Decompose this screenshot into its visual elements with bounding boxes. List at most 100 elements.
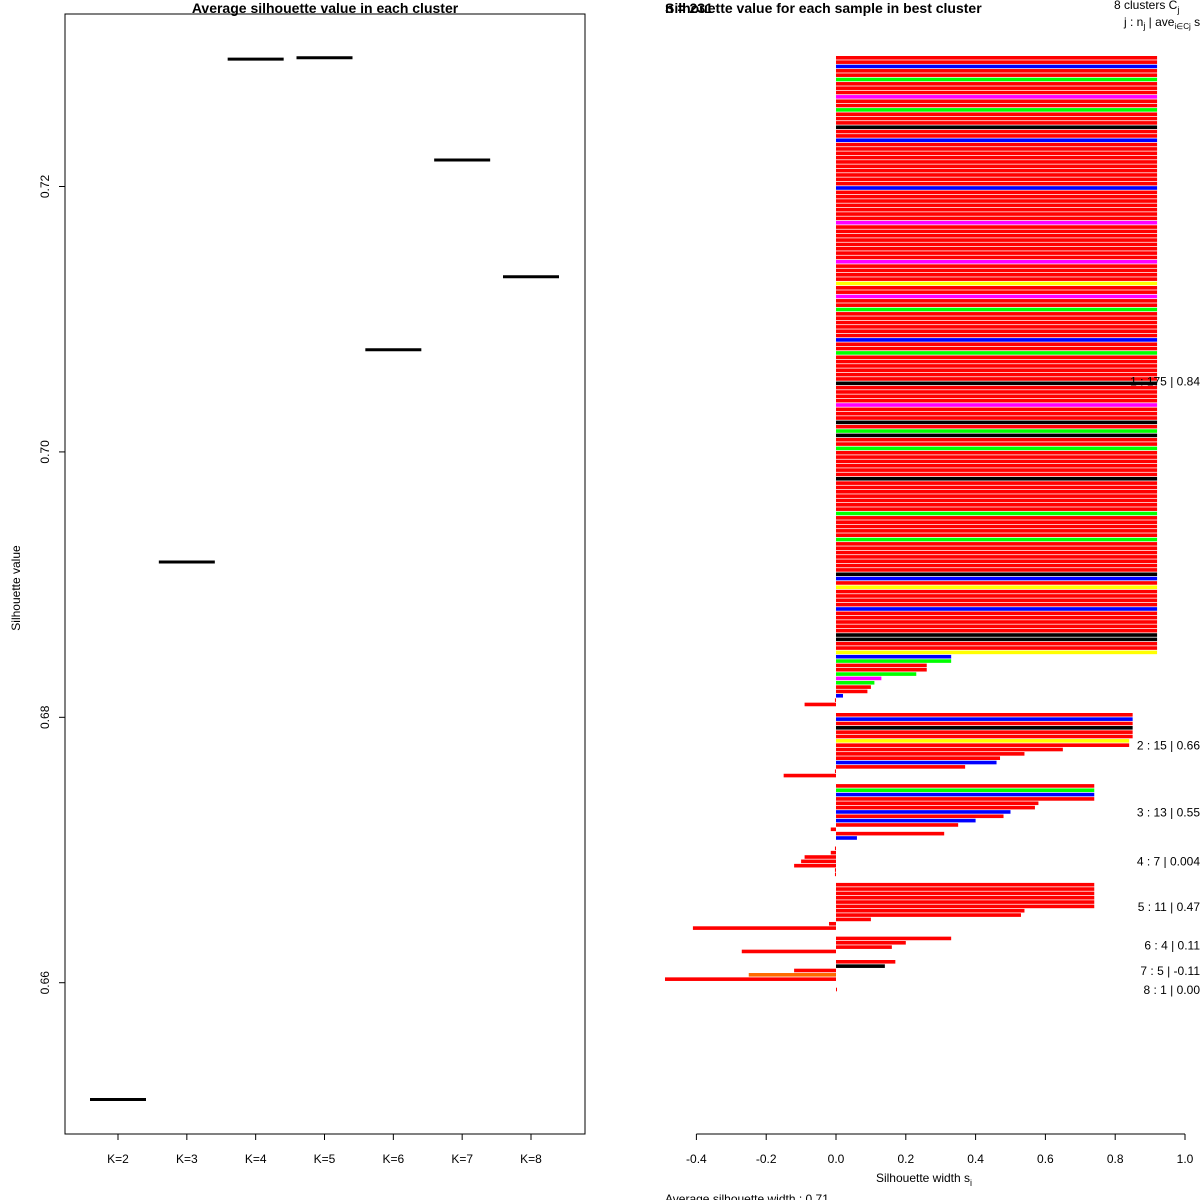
silhouette-bar xyxy=(836,437,1158,442)
silhouette-bar xyxy=(836,338,1158,342)
silhouette-bar xyxy=(836,64,1158,69)
silhouette-bar xyxy=(836,294,1158,299)
silhouette-bar xyxy=(836,398,1158,403)
silhouette-bar xyxy=(836,86,1158,90)
silhouette-bar xyxy=(836,680,875,685)
silhouette-bar xyxy=(836,533,1158,537)
left-x-tick-label: K=6 xyxy=(382,1152,404,1166)
silhouette-bar xyxy=(836,121,1158,125)
silhouette-bar xyxy=(836,108,1158,112)
silhouette-bar xyxy=(836,908,1025,913)
right-header-line2: j : nj | avei∈Cj s xyxy=(1123,15,1200,31)
silhouette-bar xyxy=(836,194,1158,199)
silhouette-bar xyxy=(836,887,1095,891)
right-header-line2-end: s xyxy=(1191,15,1200,29)
silhouette-bar xyxy=(836,468,1158,472)
silhouette-bar xyxy=(836,264,1158,268)
silhouette-bar xyxy=(836,801,1039,806)
silhouette-bar xyxy=(836,913,1021,917)
silhouette-bar xyxy=(836,823,959,827)
silhouette-bar xyxy=(836,529,1158,533)
silhouette-bar xyxy=(836,416,1158,420)
silhouette-bar xyxy=(836,818,976,823)
silhouette-bar xyxy=(836,95,1158,99)
left-x-tick-label: K=7 xyxy=(451,1152,473,1166)
silhouette-bar xyxy=(836,142,1158,147)
silhouette-bar xyxy=(836,69,1158,73)
silhouette-bar xyxy=(804,855,836,859)
silhouette-bar xyxy=(836,476,1158,481)
silhouette-bar xyxy=(836,116,1158,121)
right-header-line2-sub: j xyxy=(1142,21,1145,31)
silhouette-bar xyxy=(836,743,1130,747)
silhouette-bar xyxy=(836,134,1158,138)
silhouette-bar xyxy=(836,752,1025,756)
silhouette-bar xyxy=(836,325,1158,329)
silhouette-bar xyxy=(836,546,1158,551)
silhouette-bar xyxy=(836,882,1095,887)
silhouette-bar xyxy=(836,455,1158,459)
silhouette-bar xyxy=(804,702,836,707)
silhouette-bar xyxy=(836,559,1158,564)
silhouette-bar xyxy=(836,90,1158,95)
right-chart: n = 231 Silhouette value for each sample… xyxy=(664,0,1200,1200)
silhouette-bar xyxy=(836,917,871,922)
silhouette-bar xyxy=(836,756,1001,760)
silhouette-bar xyxy=(836,207,1158,212)
silhouette-bar xyxy=(836,615,1158,620)
silhouette-bar xyxy=(836,125,1158,130)
cluster-label-1: 1 : 175 | 0.84 xyxy=(1130,375,1200,389)
silhouette-bar xyxy=(836,385,1158,390)
silhouette-bar xyxy=(836,637,1158,642)
silhouette-bar xyxy=(836,633,1158,637)
silhouette-bar xyxy=(836,503,1158,507)
silhouette-bar xyxy=(783,773,836,778)
silhouette-bar xyxy=(836,151,1158,156)
silhouette-bar xyxy=(836,277,1158,281)
silhouette-bar xyxy=(836,598,1158,603)
cluster-label-2: 2 : 15 | 0.66 xyxy=(1137,739,1200,753)
silhouette-bar xyxy=(836,765,966,769)
silhouette-bar xyxy=(836,450,1158,455)
silhouette-bar xyxy=(836,654,952,659)
left-y-axis-label: Silhouette value xyxy=(9,545,23,631)
silhouette-bar xyxy=(836,307,1158,312)
silhouette-bar xyxy=(836,646,1158,650)
silhouette-bar xyxy=(836,685,871,689)
silhouette-bar xyxy=(834,846,836,851)
left-chart-title: Average silhouette value in each cluster xyxy=(192,0,459,16)
silhouette-bar xyxy=(836,516,1158,520)
silhouette-bar xyxy=(836,891,1095,896)
silhouette-bar xyxy=(836,576,1158,581)
silhouette-bar xyxy=(836,831,945,836)
silhouette-bar xyxy=(836,900,1095,904)
silhouette-bar xyxy=(836,784,1095,788)
left-y-tick-label: 0.70 xyxy=(38,440,52,464)
silhouette-bar xyxy=(836,805,1035,810)
silhouette-bar xyxy=(836,904,1095,909)
silhouette-bar xyxy=(836,281,1158,286)
silhouette-bar xyxy=(836,659,952,663)
silhouette-bar xyxy=(836,498,1158,503)
silhouette-bar xyxy=(741,949,836,954)
silhouette-bar xyxy=(836,299,1158,303)
silhouette-bar xyxy=(836,129,1158,134)
silhouette-bar xyxy=(836,246,1158,251)
silhouette-bar xyxy=(836,73,1158,77)
cluster-label-6: 6 : 4 | 0.11 xyxy=(1144,938,1200,952)
right-x-tick-label: 0.6 xyxy=(1037,1152,1054,1166)
right-header-line1-text: 8 clusters C xyxy=(1114,0,1178,12)
silhouette-bar xyxy=(836,555,1158,559)
silhouette-bar xyxy=(836,290,1158,294)
silhouette-bar xyxy=(836,520,1158,524)
cluster-label-3: 3 : 13 | 0.55 xyxy=(1137,805,1200,819)
silhouette-bar xyxy=(836,945,892,949)
silhouette-bar xyxy=(836,964,885,968)
silhouette-bar xyxy=(836,589,1158,594)
cluster-label-8: 8 : 1 | 0.00 xyxy=(1144,983,1200,997)
right-x-tick-label: 0.8 xyxy=(1107,1152,1124,1166)
silhouette-bar xyxy=(836,620,1158,624)
silhouette-bar xyxy=(836,177,1158,182)
silhouette-bar xyxy=(836,351,1158,355)
